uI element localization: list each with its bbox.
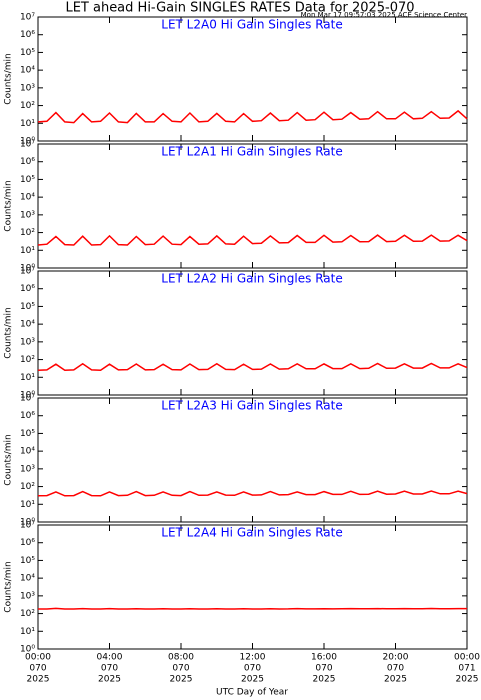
y-tick-label: 10² [20,101,35,111]
data-line [38,607,467,610]
x-tick-label: 16:00 [311,653,337,663]
y-axis-label: Counts/min [4,180,14,231]
y-tick-label: 10² [20,355,35,365]
y-tick-label: 10³ [20,83,35,93]
y-tick-label: 10⁶ [20,284,35,294]
x-tick-label: 2025 [98,675,121,685]
y-axis-label: Counts/min [4,53,14,104]
x-tick-label: 08:00 [168,653,194,663]
x-tick-label: 12:00 [240,653,266,663]
y-tick-label: 10³ [20,337,35,347]
y-tick-label: 10⁷ [20,13,35,23]
x-tick-label: 2025 [241,675,264,685]
y-axis-label: Counts/min [4,307,14,358]
x-tick-label: 070 [387,664,404,674]
y-axis-label: Counts/min [4,434,14,485]
y-tick-label: 10³ [20,464,35,474]
y-tick-label: 10⁷ [20,521,35,531]
x-tick-label: 00:00 [25,653,51,663]
plot-frame [37,16,468,142]
panel-title: LET L2A3 Hi Gain Singles Rate [161,399,342,413]
plot-frame [37,270,468,396]
y-tick-label: 10⁵ [20,429,35,439]
data-line [37,362,468,371]
y-tick-label: 10³ [20,210,35,220]
y-tick-label: 10² [20,609,35,619]
y-axis-label: Counts/min [4,561,14,612]
y-tick-label: 10¹ [20,500,35,510]
y-tick-label: 10² [20,228,35,238]
panel-title: LET L2A1 Hi Gain Singles Rate [161,145,342,159]
y-tick-label: 10⁰ [20,137,35,147]
plot-frame [37,524,468,650]
x-tick-label: 070 [172,664,189,674]
x-tick-label: 00:00 [454,653,480,663]
y-tick-label: 10⁰ [20,518,35,528]
x-tick-label: 2025 [456,675,479,685]
x-tick-label: 070 [244,664,261,674]
panel-title: LET L2A0 Hi Gain Singles Rate [161,18,342,32]
y-tick-label: 10⁷ [20,267,35,277]
y-tick-label: 10⁴ [20,574,35,584]
x-tick-label: 2025 [384,675,407,685]
y-tick-label: 10⁰ [20,391,35,401]
y-tick-label: 10⁶ [20,411,35,421]
data-line [37,490,468,497]
data-line [37,109,468,124]
y-tick-label: 10⁵ [20,302,35,312]
y-tick-label: 10³ [20,591,35,601]
x-tick-label: 20:00 [383,653,409,663]
plot-frame [37,143,468,269]
y-tick-label: 10⁴ [20,66,35,76]
x-tick-label: 070 [29,664,46,674]
x-axis-label: UTC Day of Year [216,688,288,698]
x-tick-label: 2025 [27,675,50,685]
plot-frame [37,397,468,523]
y-tick-label: 10⁵ [20,48,35,58]
y-tick-label: 10⁰ [20,645,35,655]
panel-title: LET L2A2 Hi Gain Singles Rate [161,272,342,286]
x-tick-label: 04:00 [97,653,123,663]
y-tick-label: 10¹ [20,246,35,256]
y-tick-label: 10⁶ [20,30,35,40]
x-tick-label: 070 [101,664,118,674]
y-tick-label: 10⁷ [20,140,35,150]
y-tick-label: 10¹ [20,373,35,383]
y-tick-label: 10⁴ [20,447,35,457]
x-tick-label: 2025 [313,675,336,685]
y-tick-label: 10⁵ [20,556,35,566]
x-tick-label: 070 [315,664,332,674]
y-tick-label: 10¹ [20,627,35,637]
y-tick-label: 10⁴ [20,320,35,330]
page-subtitle: Mon Mar 17 09:57:03 2025 ACE Science Cen… [301,11,467,19]
y-tick-label: 10¹ [20,119,35,129]
x-tick-label: 071 [458,664,475,674]
x-tick-label: 2025 [170,675,193,685]
y-tick-label: 10⁵ [20,175,35,185]
y-tick-label: 10⁶ [20,538,35,548]
page-title: LET ahead Hi-Gain SINGLES RATES Data for… [65,1,414,16]
y-tick-label: 10⁷ [20,394,35,404]
y-tick-label: 10⁶ [20,157,35,167]
y-tick-label: 10⁴ [20,193,35,203]
panel-title: LET L2A4 Hi Gain Singles Rate [161,526,342,540]
y-tick-label: 10⁰ [20,264,35,274]
y-tick-label: 10² [20,482,35,492]
data-line [37,234,468,246]
